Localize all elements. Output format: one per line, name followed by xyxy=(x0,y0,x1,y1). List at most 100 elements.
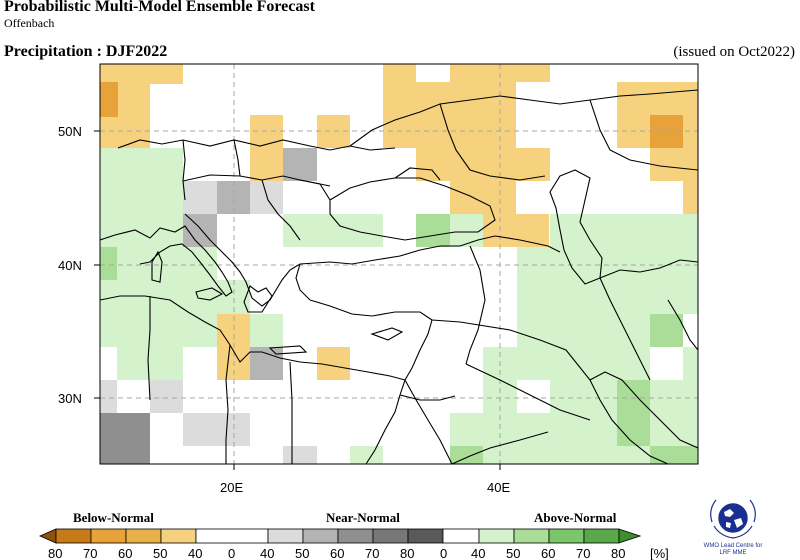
lat-label-40n: 40N xyxy=(58,258,82,273)
axis-ticks xyxy=(94,130,501,470)
above-normal-cell xyxy=(283,214,383,247)
near-normal-cell xyxy=(250,181,283,214)
near-normal-cell xyxy=(100,380,117,413)
legend-tick: 50 xyxy=(295,546,309,560)
above-normal-cell xyxy=(617,380,650,446)
above-normal-cell xyxy=(100,148,183,181)
above-normal-cell xyxy=(517,314,650,380)
above-normal-cell xyxy=(117,347,183,380)
page-title: Probabilistic Multi-Model Ensemble Forec… xyxy=(4,0,315,15)
above-normal-cell xyxy=(100,280,250,314)
legend-swatch-below-60 xyxy=(90,528,127,544)
legend-swatch-above-40 xyxy=(478,528,515,544)
below-normal-cell xyxy=(317,347,350,380)
above-normal-cell xyxy=(100,247,117,280)
near-normal-cell xyxy=(100,413,117,464)
page-subtitle: Offenbach xyxy=(4,16,55,30)
legend-tick: 40 xyxy=(471,546,485,560)
legend-tick: 60 xyxy=(541,546,555,560)
below-normal-cell xyxy=(250,148,283,181)
below-normal-cell xyxy=(100,117,118,148)
legend-swatch-near-40 xyxy=(267,528,304,544)
legend-swatch-above-70 xyxy=(583,528,620,544)
above-normal-cell xyxy=(650,446,698,464)
legend-swatch-above-80 xyxy=(618,528,642,544)
legend-tick: 50 xyxy=(506,546,520,560)
coastlines xyxy=(100,89,698,464)
logo-text-line1: WMO Lead Centre for xyxy=(703,543,763,549)
below-normal-cell xyxy=(100,82,118,117)
legend-tick: 40 xyxy=(188,546,202,560)
legend-tick-labels: 80 70 60 50 40 0 40 50 60 70 80 0 40 50 … xyxy=(48,546,669,560)
legend-swatch-below-40 xyxy=(160,528,197,544)
wmo-emblem-icon xyxy=(710,499,756,539)
legend-category-below: Below-Normal xyxy=(73,510,154,525)
legend-tick: 80 xyxy=(400,546,414,560)
wmo-logo: WMO Lead Centre for LRF MME xyxy=(700,492,766,560)
legend-colorbar xyxy=(39,528,642,544)
below-normal-cell xyxy=(416,148,550,181)
lon-label-20e: 20E xyxy=(220,480,243,495)
above-normal-cell xyxy=(683,347,698,380)
above-normal-cell xyxy=(416,214,450,247)
below-normal-cell xyxy=(483,214,549,247)
map-frame xyxy=(99,63,699,465)
above-normal-cell xyxy=(350,446,383,464)
above-normal-cell xyxy=(100,181,183,247)
above-normal-cell xyxy=(450,446,483,464)
below-normal-cell xyxy=(650,148,698,181)
legend-swatch-near-50 xyxy=(302,528,339,544)
below-normal-cell xyxy=(100,64,150,84)
legend-category-above: Above-Normal xyxy=(534,510,617,525)
legend-swatch-near-60 xyxy=(337,528,374,544)
legend-tick: 0 xyxy=(440,546,447,560)
legend-swatch-white-2 xyxy=(442,528,480,544)
probability-cells xyxy=(100,64,698,464)
above-normal-cell xyxy=(450,214,483,247)
legend-swatch-white xyxy=(195,528,269,544)
legend-tick: 40 xyxy=(260,546,274,560)
above-normal-cell xyxy=(117,247,217,280)
near-normal-cell xyxy=(150,380,183,413)
above-normal-cell xyxy=(517,247,698,314)
logo-text-line2: LRF MME xyxy=(719,550,747,556)
lat-label-30n: 30N xyxy=(58,391,82,406)
legend-swatch-above-60 xyxy=(548,528,585,544)
legend-tick: 70 xyxy=(365,546,379,560)
near-normal-cell xyxy=(283,148,317,181)
legend-swatch-above-50 xyxy=(513,528,550,544)
legend-tick: 80 xyxy=(611,546,625,560)
below-normal-cell xyxy=(450,181,516,214)
legend-swatch-near-80 xyxy=(407,528,444,544)
legend-tick: 50 xyxy=(153,546,167,560)
above-normal-cell xyxy=(250,314,283,347)
below-normal-cell xyxy=(683,181,698,214)
legend-tick: 70 xyxy=(83,546,97,560)
below-normal-cell xyxy=(416,82,516,148)
legend-swatch-below-70 xyxy=(55,528,92,544)
legend-tick: 60 xyxy=(118,546,132,560)
above-normal-cell xyxy=(550,214,698,247)
below-normal-cell xyxy=(118,82,150,148)
legend-tick: 0 xyxy=(228,546,235,560)
lat-label-50n: 50N xyxy=(58,124,82,139)
near-normal-cell xyxy=(283,446,317,464)
legend-tick: 60 xyxy=(330,546,344,560)
near-normal-cell xyxy=(183,181,217,214)
lon-label-40e: 40E xyxy=(487,480,510,495)
below-normal-cell xyxy=(383,64,416,148)
legend-tick: 80 xyxy=(48,546,62,560)
legend-swatch-below-50 xyxy=(125,528,162,544)
near-normal-cell xyxy=(183,413,250,446)
legend-tick: 70 xyxy=(576,546,590,560)
legend-unit: [%] xyxy=(650,546,669,560)
legend-category-near: Near-Normal xyxy=(326,510,400,525)
issued-date-label: (issued on Oct2022) xyxy=(673,44,795,60)
near-normal-cell xyxy=(117,413,150,464)
above-normal-cell xyxy=(100,314,217,347)
legend-swatch-below-80 xyxy=(39,528,57,544)
legend-swatch-near-70 xyxy=(372,528,409,544)
above-normal-cell xyxy=(650,314,683,347)
below-normal-cell xyxy=(150,64,183,84)
